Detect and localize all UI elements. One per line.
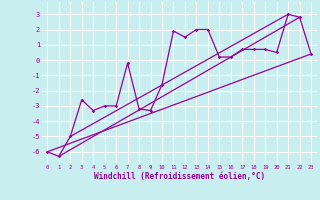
X-axis label: Windchill (Refroidissement éolien,°C): Windchill (Refroidissement éolien,°C) xyxy=(94,172,265,181)
